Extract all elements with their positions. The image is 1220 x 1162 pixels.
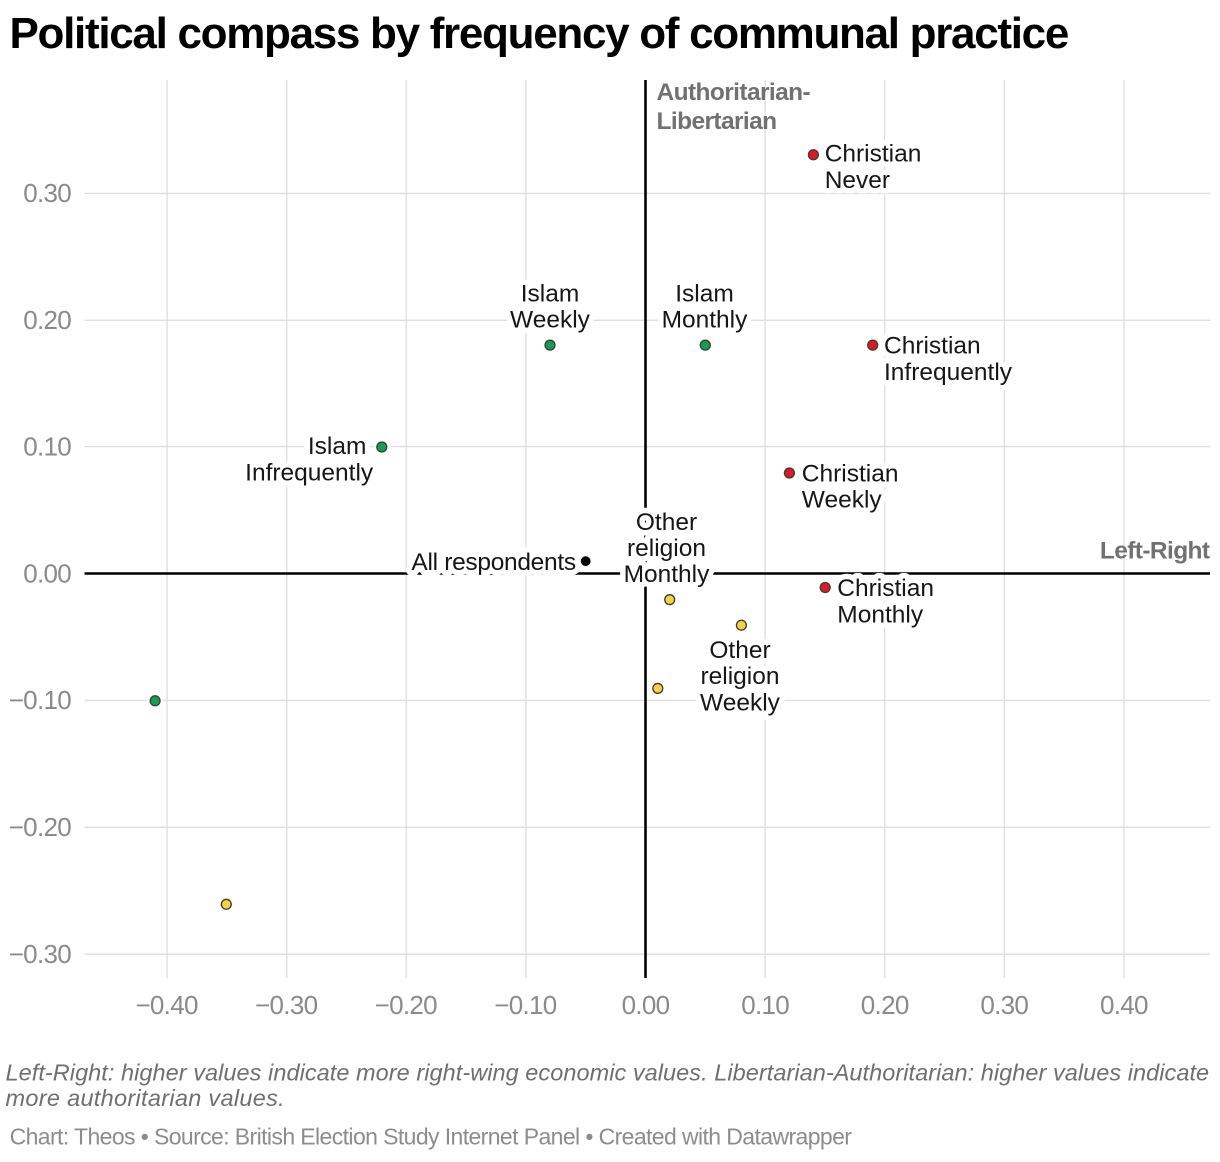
svg-text:Christian: Christian [825,141,922,168]
svg-text:Chart: Theos • Source: British: Chart: Theos • Source: British Election … [10,1123,853,1149]
svg-text:0.00: 0.00 [622,990,670,1020]
svg-text:Libertarian: Libertarian [657,108,777,135]
svg-text:0.30: 0.30 [23,178,71,208]
svg-text:Infrequently: Infrequently [245,459,374,486]
svg-text:Christian: Christian [837,575,934,602]
svg-text:Political compass by frequency: Political compass by frequency of commun… [10,9,1069,58]
svg-text:0.10: 0.10 [23,431,71,461]
svg-text:0.30: 0.30 [980,990,1028,1020]
svg-text:more authoritarian values.: more authoritarian values. [6,1085,286,1111]
svg-text:Monthly: Monthly [837,601,924,628]
svg-text:Weekly: Weekly [802,487,883,514]
svg-text:−0.10: −0.10 [494,990,557,1020]
svg-text:Christian: Christian [802,460,899,487]
svg-text:0.10: 0.10 [741,990,789,1020]
svg-text:Islam: Islam [308,433,367,460]
svg-text:−0.20: −0.20 [375,990,438,1020]
svg-text:Weekly: Weekly [510,306,591,333]
svg-text:Infrequently: Infrequently [884,359,1013,386]
svg-text:Islam: Islam [675,280,734,307]
svg-text:−0.30: −0.30 [9,939,72,969]
svg-text:−0.20: −0.20 [9,812,72,842]
svg-text:0.40: 0.40 [1100,990,1148,1020]
svg-text:Other: Other [636,509,697,536]
svg-text:Monthly: Monthly [624,561,711,588]
svg-text:Left-Right: Left-Right [1100,537,1210,564]
svg-text:All respondents: All respondents [411,549,575,576]
svg-text:−0.30: −0.30 [255,990,318,1020]
svg-text:Left-Right: higher values indi: Left-Right: higher values indicate more … [6,1060,1210,1086]
svg-text:0.00: 0.00 [23,558,71,588]
svg-text:0.20: 0.20 [23,305,71,335]
svg-text:Islam: Islam [521,280,580,307]
svg-text:0.20: 0.20 [861,990,909,1020]
svg-text:religion: religion [701,663,780,690]
svg-text:Authoritarian-: Authoritarian- [657,79,811,106]
svg-text:Other: Other [709,637,770,664]
svg-text:−0.40: −0.40 [135,990,198,1020]
svg-text:−0.10: −0.10 [9,685,72,715]
svg-text:Monthly: Monthly [662,306,749,333]
svg-text:Never: Never [825,167,890,194]
svg-text:Weekly: Weekly [700,689,781,716]
svg-text:religion: religion [627,535,706,562]
svg-text:Christian: Christian [884,333,981,360]
